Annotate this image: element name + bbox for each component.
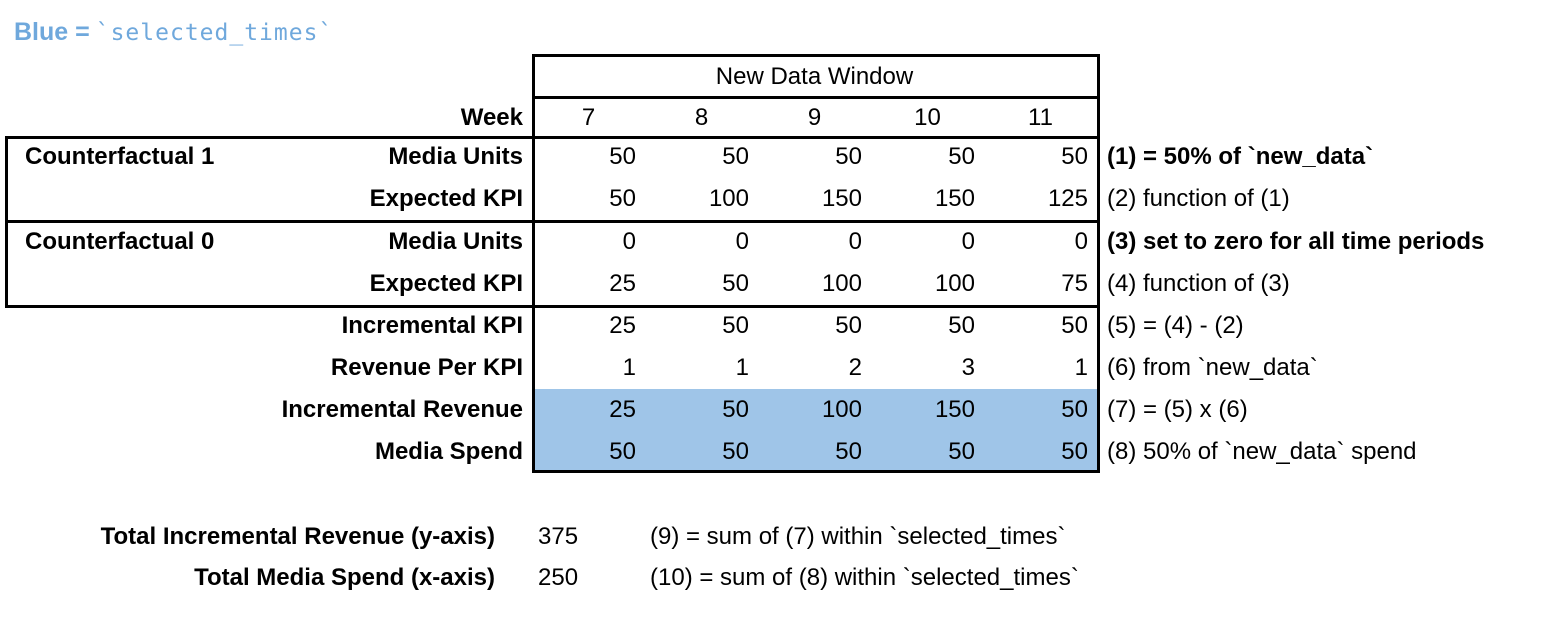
grid-line [532, 470, 1097, 473]
cell: 75 [1061, 270, 1088, 297]
legend-blue: Blue = `selected_times` [14, 18, 333, 47]
cell-highlighted: 50 [1061, 396, 1088, 423]
row-label: Expected KPI [369, 185, 523, 212]
week-row: Week 7 8 9 10 11 [0, 99, 1544, 136]
cell: 25 [609, 312, 636, 339]
row-label: Incremental Revenue [281, 396, 523, 423]
grid-line [532, 96, 1097, 99]
table-row-media-units-cf0: Counterfactual 0 Media Units 0 0 0 0 0 (… [0, 221, 1544, 263]
grid-line [5, 136, 8, 308]
cell-highlighted: 50 [722, 438, 749, 465]
week-7: 7 [581, 104, 596, 131]
grid-line [5, 220, 1097, 223]
week-8: 8 [694, 104, 709, 131]
row-label: Incremental KPI [341, 312, 523, 339]
table-row-incremental-revenue: Incremental Revenue 25 50 100 150 50 (7)… [0, 389, 1544, 431]
cell: 25 [609, 270, 636, 297]
week-9: 9 [807, 104, 822, 131]
row-annotation: (7) = (5) x (6) [1107, 396, 1248, 423]
grid-line [5, 136, 1097, 139]
cell: 1 [622, 354, 636, 381]
cell: 1 [1074, 354, 1088, 381]
cell: 50 [722, 143, 749, 170]
row-annotation: (2) function of (1) [1107, 185, 1290, 212]
group-label-counterfactual-0: Counterfactual 0 [25, 228, 215, 255]
cell: 50 [835, 312, 862, 339]
table-row-media-spend: Media Spend 50 50 50 50 50 (8) 50% of `n… [0, 431, 1544, 473]
cell: 50 [1061, 143, 1088, 170]
cell-highlighted: 25 [609, 396, 636, 423]
cell: 0 [735, 228, 749, 255]
week-10: 10 [914, 104, 941, 131]
row-annotation: (4) function of (3) [1107, 270, 1290, 297]
total-annotation: (10) = sum of (8) within `selected_times… [650, 564, 1079, 591]
cell: 50 [948, 143, 975, 170]
cell: 50 [948, 312, 975, 339]
legend-blue-code: `selected_times` [95, 20, 334, 46]
cell: 1 [735, 354, 749, 381]
cell: 150 [821, 185, 862, 212]
table-row-expected-kpi-cf1: Expected KPI 50 100 150 150 125 (2) func… [0, 178, 1544, 220]
cell-highlighted: 50 [722, 396, 749, 423]
total-value: 250 [538, 564, 579, 591]
total-annotation: (9) = sum of (7) within `selected_times` [650, 523, 1066, 550]
group-label-counterfactual-1: Counterfactual 1 [25, 143, 215, 170]
cell-highlighted: 50 [835, 438, 862, 465]
cell: 50 [835, 143, 862, 170]
row-annotation: (6) from `new_data` [1107, 354, 1318, 381]
week-11: 11 [1028, 104, 1053, 131]
new-data-window-header: New Data Window [715, 63, 914, 90]
legend-blue-prefix: Blue = [14, 18, 90, 46]
row-annotation: (1) = 50% of `new_data` [1107, 143, 1374, 170]
grid-line [532, 54, 535, 473]
cell: 0 [848, 228, 862, 255]
total-value: 375 [538, 523, 579, 550]
row-annotation: (8) 50% of `new_data` spend [1107, 438, 1417, 465]
table-row-media-units-cf1: Counterfactual 1 Media Units 50 50 50 50… [0, 136, 1544, 178]
cell: 100 [821, 270, 862, 297]
cell: 150 [934, 185, 975, 212]
cell: 0 [1074, 228, 1088, 255]
grid-line [1097, 54, 1100, 473]
row-annotation: (5) = (4) - (2) [1107, 312, 1244, 339]
table-row-revenue-per-kpi: Revenue Per KPI 1 1 2 3 1 (6) from `new_… [0, 347, 1544, 389]
total-incremental-revenue-row: Total Incremental Revenue (y-axis) 375 (… [0, 516, 1544, 558]
cell-highlighted: 50 [948, 438, 975, 465]
cell: 50 [722, 270, 749, 297]
week-label: Week [460, 104, 523, 131]
row-annotation: (3) set to zero for all time periods [1107, 228, 1485, 255]
cell: 3 [961, 354, 975, 381]
table-row-expected-kpi-cf0: Expected KPI 25 50 100 100 75 (4) functi… [0, 263, 1544, 305]
table-row-incremental-kpi: Incremental KPI 25 50 50 50 50 (5) = (4)… [0, 305, 1544, 347]
cell: 125 [1047, 185, 1088, 212]
total-label: Total Incremental Revenue (y-axis) [100, 523, 495, 550]
row-label: Revenue Per KPI [330, 354, 523, 381]
cell-highlighted: 50 [1061, 438, 1088, 465]
grid-line [532, 54, 1097, 57]
selected-times-highlight [535, 389, 1097, 470]
cell: 50 [722, 312, 749, 339]
row-label: Media Units [388, 143, 523, 170]
cell: 100 [934, 270, 975, 297]
grid-line [5, 305, 1097, 308]
cell-highlighted: 50 [609, 438, 636, 465]
row-label: Expected KPI [369, 270, 523, 297]
cell: 50 [609, 143, 636, 170]
cell: 50 [609, 185, 636, 212]
cell: 50 [1061, 312, 1088, 339]
total-media-spend-row: Total Media Spend (x-axis) 250 (10) = su… [0, 557, 1544, 599]
total-label: Total Media Spend (x-axis) [194, 564, 495, 591]
cell: 100 [708, 185, 749, 212]
row-label: Media Units [388, 228, 523, 255]
cell: 0 [961, 228, 975, 255]
cell-highlighted: 150 [934, 396, 975, 423]
cell: 0 [622, 228, 636, 255]
cell-highlighted: 100 [821, 396, 862, 423]
row-label: Media Spend [374, 438, 523, 465]
cell: 2 [848, 354, 862, 381]
